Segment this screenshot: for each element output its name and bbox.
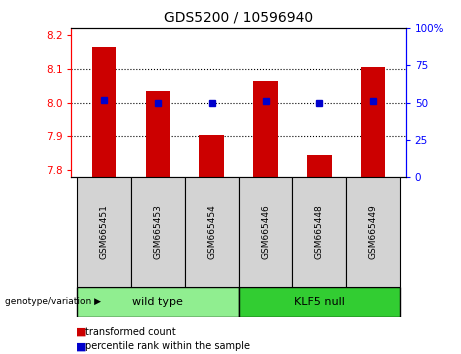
Bar	[307, 155, 331, 177]
Text: percentile rank within the sample: percentile rank within the sample	[85, 341, 250, 351]
Bar	[92, 47, 116, 177]
Text: wild type: wild type	[132, 297, 183, 307]
FancyBboxPatch shape	[77, 287, 239, 317]
Text: GSM665454: GSM665454	[207, 205, 216, 259]
Bar	[361, 67, 385, 177]
Text: GSM665449: GSM665449	[369, 205, 378, 259]
FancyBboxPatch shape	[239, 287, 400, 317]
Text: ■: ■	[76, 341, 87, 351]
Bar	[254, 81, 278, 177]
FancyBboxPatch shape	[185, 177, 239, 287]
FancyBboxPatch shape	[77, 177, 131, 287]
Title: GDS5200 / 10596940: GDS5200 / 10596940	[164, 10, 313, 24]
Text: GSM665451: GSM665451	[99, 204, 108, 259]
Text: GSM665448: GSM665448	[315, 205, 324, 259]
Bar	[146, 91, 170, 177]
Text: transformed count: transformed count	[85, 327, 176, 337]
Text: KLF5 null: KLF5 null	[294, 297, 345, 307]
Text: genotype/variation ▶: genotype/variation ▶	[5, 297, 100, 306]
Bar	[200, 135, 224, 177]
FancyBboxPatch shape	[131, 177, 185, 287]
Text: GSM665446: GSM665446	[261, 205, 270, 259]
FancyBboxPatch shape	[292, 177, 346, 287]
FancyBboxPatch shape	[239, 177, 292, 287]
Text: ■: ■	[76, 327, 87, 337]
Text: GSM665453: GSM665453	[153, 204, 162, 259]
FancyBboxPatch shape	[346, 177, 400, 287]
